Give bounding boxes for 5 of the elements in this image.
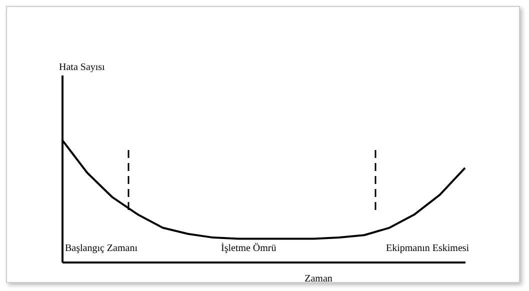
x-axis-title: Zaman — [304, 274, 332, 284]
annotation: İşletme Ömrü — [220, 243, 278, 254]
annotation: Başlangıç Zamanı — [64, 243, 138, 254]
text: Hata Sayısı — [58, 62, 106, 73]
annotation: Ekipmanın Eskimesi — [385, 243, 470, 254]
